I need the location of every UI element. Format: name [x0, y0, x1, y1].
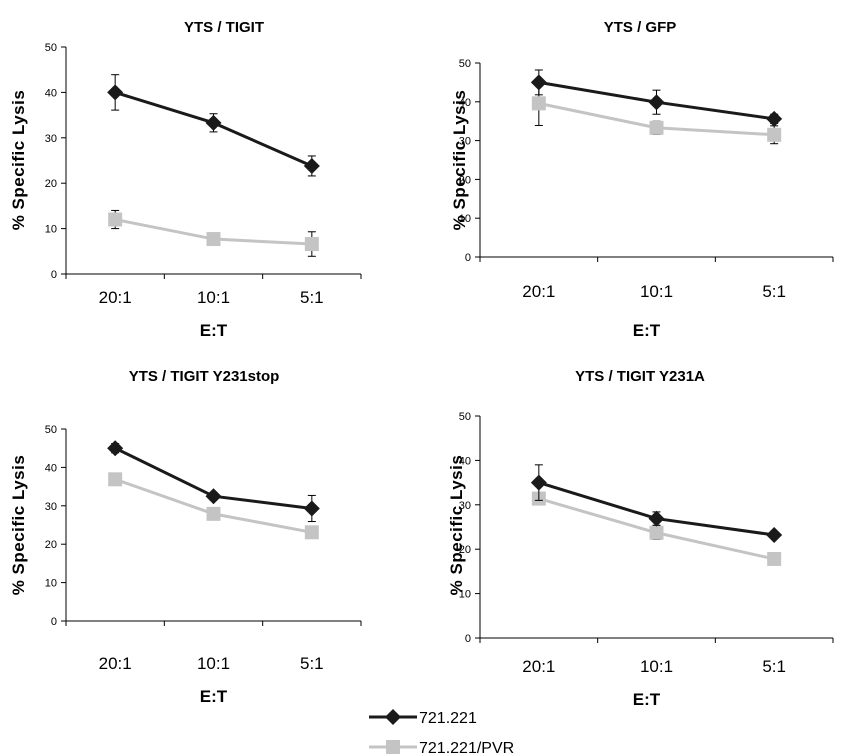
- y-tick-label: 30: [45, 133, 57, 145]
- y-tick-label: 10: [459, 589, 471, 601]
- series-721-221-pvr: [531, 80, 782, 145]
- series-721-221: [107, 440, 320, 523]
- legend-marker-diamond: [385, 709, 401, 725]
- data-point-diamond: [648, 510, 665, 527]
- x-axis-label: E:T: [200, 687, 228, 706]
- series-721-221-pvr: [531, 491, 782, 566]
- data-point-diamond: [766, 526, 783, 543]
- x-tick-label: 20:1: [99, 288, 132, 307]
- y-tick-label: 40: [459, 97, 471, 109]
- data-point-square: [649, 120, 664, 135]
- y-tick-label: 0: [51, 269, 57, 281]
- legend-label: 721.221: [419, 710, 477, 727]
- x-tick-label: 10:1: [640, 657, 673, 676]
- chart-title: YTS / TIGIT Y231stop: [129, 368, 280, 385]
- y-tick-label: 40: [45, 87, 57, 99]
- y-tick-label: 30: [45, 501, 57, 513]
- legend-marker-square: [386, 740, 400, 754]
- data-point-square: [649, 525, 664, 540]
- data-point-square: [108, 472, 123, 487]
- y-tick-label: 0: [465, 633, 471, 645]
- y-tick-label: 10: [45, 224, 57, 236]
- x-tick-label: 10:1: [197, 288, 230, 307]
- y-tick-label: 40: [45, 462, 57, 474]
- data-point-diamond: [303, 500, 320, 517]
- data-point-diamond: [107, 84, 124, 101]
- y-tick-label: 10: [45, 578, 57, 590]
- y-tick-label: 0: [51, 616, 57, 628]
- chart-panel-3: YTS / TIGIT Y231stop % Specific Lysis 0 10 2…: [9, 368, 362, 706]
- x-tick-label: 5:1: [762, 657, 786, 676]
- data-point-square: [304, 237, 319, 252]
- y-tick-label: 50: [459, 411, 471, 423]
- legend: 721.221 721.221/PVR: [369, 709, 514, 756]
- x-tick-label: 20:1: [99, 654, 132, 673]
- data-point-square: [206, 506, 221, 521]
- series-721-221-pvr: [108, 472, 319, 540]
- x-tick-label: 5:1: [300, 288, 324, 307]
- data-point-square: [108, 212, 123, 227]
- data-point-square: [206, 232, 221, 247]
- y-tick-label: 30: [459, 136, 471, 148]
- data-point-diamond: [648, 94, 665, 111]
- chart-panel-4: YTS / TIGIT Y231A % Specific Lysis 0 10 20 30…: [447, 368, 834, 709]
- data-point-diamond: [530, 474, 547, 491]
- series-721-221: [530, 69, 783, 127]
- y-tick-label: 0: [465, 252, 471, 264]
- chart-title: YTS / GFP: [604, 19, 677, 36]
- x-tick-label: 5:1: [762, 282, 786, 301]
- chart-title: YTS / TIGIT Y231A: [575, 368, 705, 385]
- chart-panel-2: YTS / GFP % Specific Lysis 0 10 20 30 40 50 20:1…: [450, 19, 834, 340]
- series-721-221: [107, 74, 320, 177]
- y-tick-label: 50: [45, 424, 57, 436]
- y-tick-label: 10: [459, 213, 471, 225]
- data-point-diamond: [205, 114, 222, 131]
- data-point-diamond: [530, 74, 547, 91]
- y-tick-label: 20: [459, 544, 471, 556]
- series-721-221-pvr: [108, 209, 319, 257]
- data-point-diamond: [766, 110, 783, 127]
- series-721-221: [530, 464, 783, 543]
- y-axis-label: % Specific Lysis: [450, 90, 469, 231]
- y-axis-label: % Specific Lysis: [9, 455, 28, 596]
- chart-panel-1: YTS / TIGIT % Specific Lysis 0 10 20 30 40 50 20…: [9, 19, 362, 340]
- y-axis-label: % Specific Lysis: [9, 90, 28, 231]
- y-tick-label: 40: [459, 455, 471, 467]
- y-tick-label: 50: [459, 58, 471, 70]
- x-tick-label: 5:1: [300, 654, 324, 673]
- x-tick-label: 10:1: [640, 282, 673, 301]
- chart-title: YTS / TIGIT: [184, 19, 264, 36]
- x-axis-label: E:T: [200, 321, 228, 340]
- data-point-square: [531, 96, 546, 111]
- data-point-diamond: [107, 440, 124, 457]
- data-point-square: [767, 127, 782, 142]
- y-tick-label: 20: [45, 539, 57, 551]
- data-point-square: [304, 525, 319, 540]
- legend-label: 721.221/PVR: [419, 740, 514, 756]
- y-tick-label: 20: [459, 174, 471, 186]
- x-tick-label: 10:1: [197, 654, 230, 673]
- x-axis-label: E:T: [633, 690, 661, 709]
- y-tick-label: 30: [459, 500, 471, 512]
- data-point-diamond: [205, 488, 222, 505]
- data-point-diamond: [303, 157, 320, 174]
- x-tick-label: 20:1: [522, 282, 555, 301]
- y-tick-label: 50: [45, 42, 57, 54]
- data-point-square: [767, 551, 782, 566]
- y-tick-label: 20: [45, 178, 57, 190]
- x-tick-label: 20:1: [522, 657, 555, 676]
- y-axis-label: % Specific Lysis: [447, 455, 466, 596]
- x-axis-label: E:T: [633, 321, 661, 340]
